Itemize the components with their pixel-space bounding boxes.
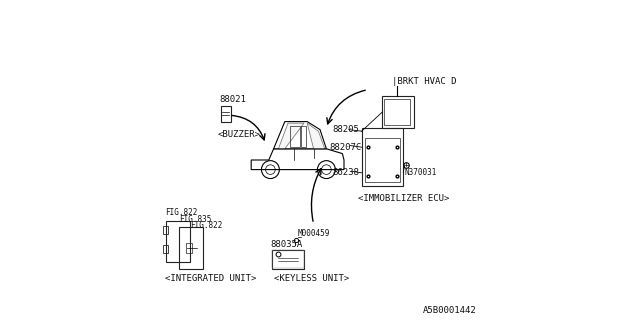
Text: M000459: M000459 <box>298 229 330 238</box>
Polygon shape <box>307 123 325 149</box>
Text: 88021: 88021 <box>219 95 246 104</box>
Bar <box>179 227 204 269</box>
Bar <box>163 226 168 234</box>
Text: |BRKT HVAC D: |BRKT HVAC D <box>392 77 456 86</box>
Text: FIG.835: FIG.835 <box>179 215 212 224</box>
Bar <box>384 99 410 125</box>
Polygon shape <box>278 123 304 149</box>
Polygon shape <box>252 149 344 170</box>
Text: <IMMOBILIZER ECU>: <IMMOBILIZER ECU> <box>358 194 450 203</box>
Text: FIG.822: FIG.822 <box>191 221 223 230</box>
Text: 88035A: 88035A <box>270 240 303 249</box>
Text: 88207C: 88207C <box>330 143 362 152</box>
Text: <KEYLESS UNIT>: <KEYLESS UNIT> <box>274 274 349 283</box>
Text: FIG.822: FIG.822 <box>165 208 197 217</box>
Text: <BUZZER>: <BUZZER> <box>218 130 260 139</box>
Bar <box>163 245 168 253</box>
Bar <box>383 96 415 128</box>
Polygon shape <box>274 122 326 149</box>
Bar <box>273 250 304 268</box>
Bar <box>365 138 400 182</box>
Text: <INTEGRATED UNIT>: <INTEGRATED UNIT> <box>165 274 256 283</box>
Text: N370031: N370031 <box>405 168 437 177</box>
Bar <box>290 126 300 147</box>
Bar <box>362 128 403 186</box>
Bar <box>186 243 192 253</box>
Bar <box>166 221 191 262</box>
Text: 88205: 88205 <box>333 125 360 134</box>
Bar <box>301 126 306 147</box>
Bar <box>272 250 304 269</box>
Text: 86238: 86238 <box>333 168 360 177</box>
Text: A5B0001442: A5B0001442 <box>422 306 476 315</box>
Bar <box>221 106 231 122</box>
